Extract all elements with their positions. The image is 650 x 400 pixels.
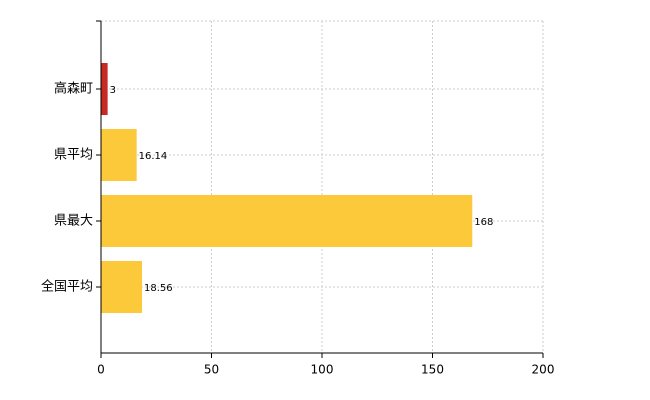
value-label: 16.14	[139, 151, 168, 162]
x-tick-label: 50	[204, 363, 219, 377]
y-tick-label: 県最大	[54, 214, 93, 229]
bar	[101, 261, 143, 313]
x-tick-label: 100	[311, 363, 334, 377]
x-tick-label: 150	[421, 363, 444, 377]
bar	[101, 63, 108, 115]
bar	[101, 195, 473, 247]
y-tick-label: 県平均	[54, 148, 93, 163]
x-tick-label: 0	[97, 363, 105, 377]
bar	[101, 129, 137, 181]
value-label: 168	[474, 217, 493, 228]
y-tick-label: 全国平均	[41, 279, 93, 295]
value-label: 3	[110, 85, 116, 96]
x-tick-label: 200	[532, 363, 555, 377]
value-label: 18.56	[144, 283, 173, 294]
y-tick-label: 高森町	[54, 81, 93, 97]
